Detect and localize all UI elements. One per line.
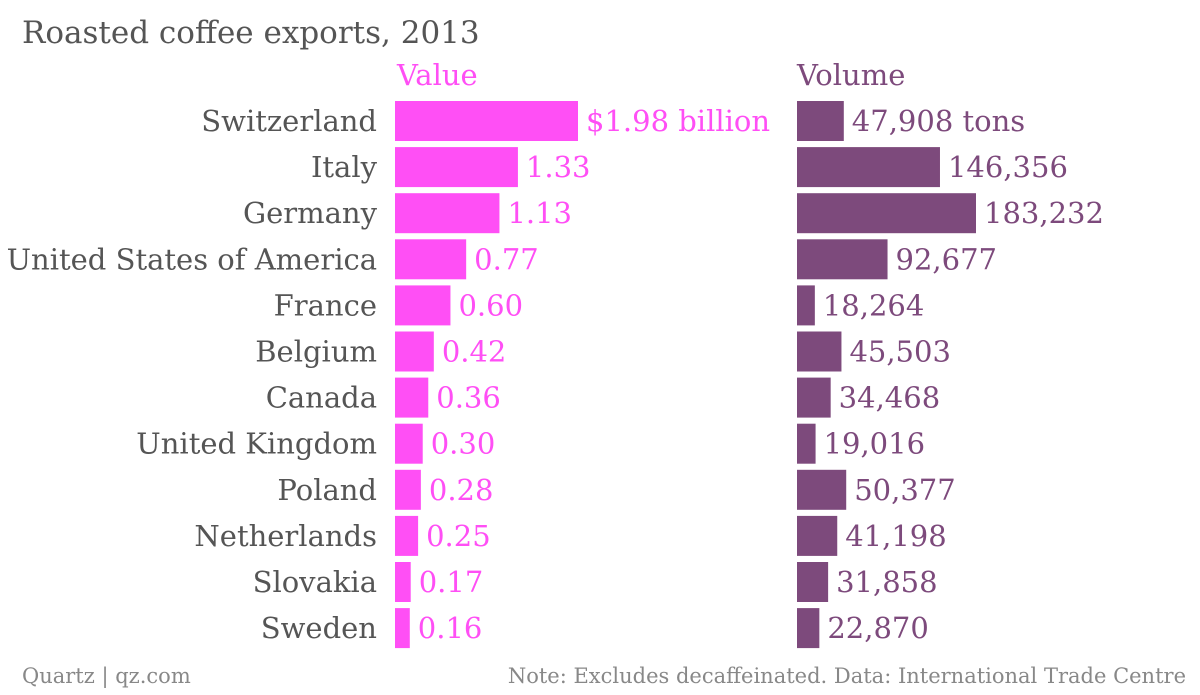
value-bar-united-states-of-america	[395, 239, 467, 280]
category-label-germany: Germany	[243, 196, 378, 230]
category-label-belgium: Belgium	[255, 335, 377, 369]
volume-bars: 47,908 tons 146,356 183,232 92,677 18,264 45,…	[797, 101, 1104, 649]
volume-bar-switzerland	[797, 101, 844, 141]
volume-bar-belgium	[797, 331, 842, 372]
value-bar-italy	[395, 147, 518, 188]
volume-bar-sweden	[797, 608, 820, 649]
volume-label-sweden: 22,870	[827, 611, 928, 645]
value-bar-france	[395, 285, 451, 326]
category-label-poland: Poland	[277, 473, 377, 507]
value-series-header: Value	[396, 58, 478, 92]
value-bar-slovakia	[395, 562, 411, 602]
value-bar-poland	[395, 469, 421, 510]
category-label-sweden: Sweden	[261, 611, 377, 645]
value-label-united-states-of-america: 0.77	[474, 242, 539, 276]
footer-note: Note: Excludes decaffeinated. Data: Inte…	[508, 664, 1186, 688]
volume-label-netherlands: 41,198	[845, 519, 946, 553]
chart-title: Roasted coffee exports, 2013	[22, 15, 480, 51]
value-label-italy: 1.33	[526, 150, 591, 184]
volume-label-canada: 34,468	[839, 381, 940, 415]
volume-series-header: Volume	[796, 58, 905, 92]
value-label-sweden: 0.16	[418, 611, 483, 645]
value-bar-belgium	[395, 331, 434, 372]
volume-label-united-kingdom: 19,016	[824, 427, 925, 461]
volume-bar-france	[797, 285, 815, 326]
category-label-united-kingdom: United Kingdom	[136, 427, 377, 461]
value-label-switzerland: $1.98 billion	[586, 104, 770, 138]
value-label-canada: 0.36	[436, 381, 501, 415]
volume-label-france: 18,264	[823, 288, 924, 322]
value-bar-germany	[395, 193, 500, 234]
value-label-germany: 1.13	[507, 196, 572, 230]
volume-label-united-states-of-america: 92,677	[896, 242, 997, 276]
category-label-switzerland: Switzerland	[201, 104, 377, 138]
value-bar-sweden	[395, 608, 410, 649]
value-label-netherlands: 0.25	[426, 519, 491, 553]
volume-label-italy: 146,356	[948, 150, 1068, 184]
volume-bar-slovakia	[797, 562, 829, 602]
category-label-slovakia: Slovakia	[253, 565, 377, 599]
volume-label-switzerland: 47,908 tons	[852, 104, 1025, 138]
value-bar-netherlands	[395, 515, 419, 556]
value-label-slovakia: 0.17	[419, 565, 484, 599]
value-bar-united-kingdom	[395, 423, 423, 464]
category-label-united-states-of-america: United States of America	[7, 242, 377, 276]
volume-label-belgium: 45,503	[849, 335, 950, 369]
value-label-poland: 0.28	[429, 473, 494, 507]
volume-bar-netherlands	[797, 515, 838, 556]
value-label-belgium: 0.42	[442, 335, 507, 369]
value-label-france: 0.60	[458, 288, 523, 322]
volume-label-slovakia: 31,858	[836, 565, 937, 599]
volume-label-poland: 50,377	[854, 473, 955, 507]
volume-bar-united-states-of-america	[797, 239, 888, 280]
volume-bar-poland	[797, 469, 847, 510]
value-label-united-kingdom: 0.30	[431, 427, 496, 461]
volume-bar-canada	[797, 377, 831, 418]
category-label-canada: Canada	[266, 381, 377, 415]
volume-label-germany: 183,232	[984, 196, 1104, 230]
volume-bar-united-kingdom	[797, 423, 816, 464]
category-label-france: France	[274, 288, 377, 322]
value-bar-canada	[395, 377, 429, 418]
value-bars: $1.98 billion 1.33 1.13 0.77 0.60 0.42 0.36 0.3…	[395, 101, 770, 649]
footer-source: Quartz | qz.com	[22, 664, 191, 689]
category-labels: Switzerland Italy Germany United States of …	[7, 104, 378, 645]
volume-bar-italy	[797, 147, 940, 188]
volume-bar-germany	[797, 193, 976, 234]
category-label-italy: Italy	[311, 150, 378, 184]
value-bar-switzerland	[395, 101, 578, 141]
category-label-netherlands: Netherlands	[194, 519, 377, 553]
